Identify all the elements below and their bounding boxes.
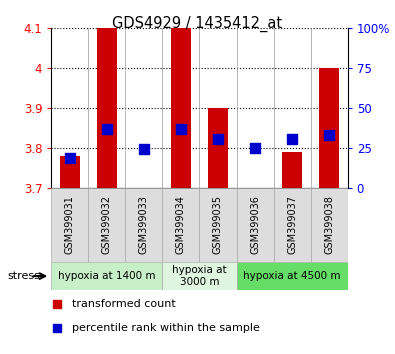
Bar [208, 108, 228, 188]
Bar [88, 188, 126, 262]
Text: GDS4929 / 1435412_at: GDS4929 / 1435412_at [113, 16, 282, 32]
Bar [199, 188, 237, 262]
Text: transformed count: transformed count [72, 299, 176, 309]
Bar [51, 262, 162, 290]
Bar [274, 188, 310, 262]
Text: GSM399038: GSM399038 [324, 195, 334, 254]
Bar [171, 28, 191, 188]
Text: GSM399034: GSM399034 [176, 195, 186, 254]
Bar [162, 262, 237, 290]
Text: hypoxia at
3000 m: hypoxia at 3000 m [172, 265, 227, 287]
Text: GSM399037: GSM399037 [287, 195, 297, 254]
Point [252, 145, 258, 151]
Text: GSM399031: GSM399031 [65, 195, 75, 254]
Point [104, 126, 110, 132]
Bar [162, 188, 199, 262]
Point [141, 147, 147, 152]
Text: hypoxia at 1400 m: hypoxia at 1400 m [58, 271, 156, 281]
Bar [60, 156, 80, 188]
Point [67, 155, 73, 161]
Bar [97, 28, 117, 188]
Text: GSM399033: GSM399033 [139, 195, 149, 254]
Text: percentile rank within the sample: percentile rank within the sample [72, 323, 260, 333]
Bar [310, 188, 348, 262]
Point [289, 136, 295, 142]
Bar [237, 262, 348, 290]
Text: GSM399032: GSM399032 [102, 195, 112, 254]
Text: GSM399035: GSM399035 [213, 195, 223, 254]
Text: hypoxia at 4500 m: hypoxia at 4500 m [243, 271, 341, 281]
Bar [282, 152, 302, 188]
Bar [319, 68, 339, 188]
Bar [126, 188, 162, 262]
Text: GSM399036: GSM399036 [250, 195, 260, 254]
Bar [237, 188, 274, 262]
Point [178, 126, 184, 132]
Bar [51, 188, 88, 262]
Point [54, 325, 60, 331]
Point [215, 136, 221, 142]
Point [326, 132, 332, 138]
Point [54, 302, 60, 307]
Text: stress: stress [8, 271, 41, 281]
